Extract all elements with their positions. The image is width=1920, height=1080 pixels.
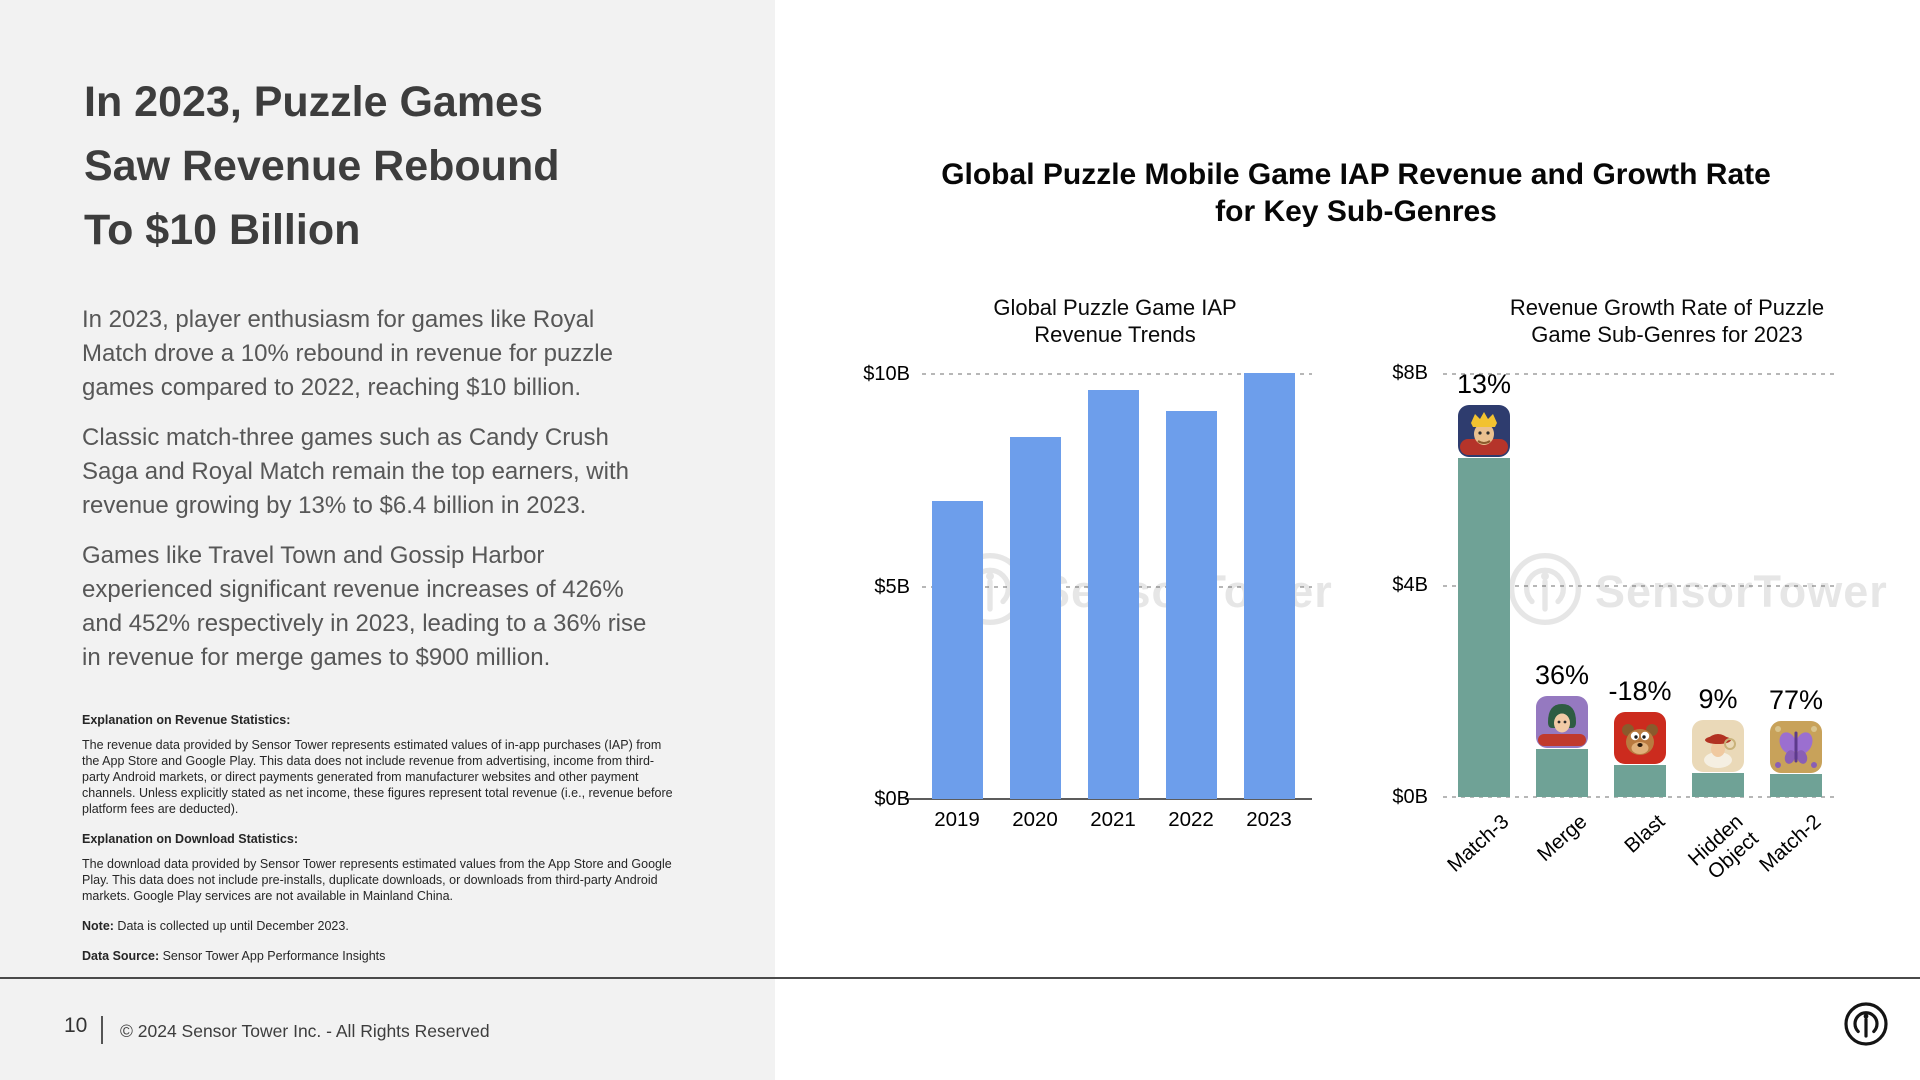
bar-2023 — [1244, 373, 1295, 799]
gridline-10b — [922, 373, 1312, 375]
page-number: 10 — [64, 1014, 88, 1037]
woman-red-hat-app-icon — [1692, 720, 1744, 772]
charts-main-title-line1: Global Puzzle Mobile Game IAP Revenue an… — [941, 158, 1771, 191]
note-label: Note: — [82, 919, 114, 933]
gridline-8b — [1443, 373, 1838, 375]
x-axis-label: 2020 — [1012, 808, 1058, 831]
page-title-line: To $10 Billion — [84, 206, 361, 254]
king-crown-app-icon — [1458, 405, 1510, 457]
revenue-trends-title-line2: Revenue Trends — [1034, 322, 1196, 347]
growth-rate-chart-title: Revenue Growth Rate of Puzzle Game Sub-G… — [1467, 294, 1867, 348]
x-axis-label: 2022 — [1168, 808, 1214, 831]
y-axis-tick: $0B — [874, 788, 910, 810]
bar-2020 — [1010, 437, 1061, 799]
revenue-trends-title-line1: Global Puzzle Game IAP — [993, 295, 1237, 320]
summary-paragraph: Classic match-three games such as Candy … — [82, 424, 629, 519]
sensor-tower-logo — [1842, 1000, 1890, 1048]
growth-rate-label: 9% — [1698, 684, 1738, 714]
revenue-statistics-heading: Explanation on Revenue Statistics: — [82, 713, 291, 727]
growth-rate-title-line2: Game Sub-Genres for 2023 — [1531, 322, 1803, 347]
data-source-text: Sensor Tower App Performance Insights — [159, 949, 386, 963]
woman-green-hair-app-icon — [1536, 696, 1588, 748]
summary-paragraphs: In 2023, player enthusiasm for games lik… — [82, 303, 658, 691]
bar-2019 — [932, 501, 983, 799]
bar-match-2 — [1770, 774, 1822, 797]
sensor-tower-watermark: SensorTower — [1505, 549, 1888, 634]
bar-match-3 — [1458, 458, 1510, 797]
charts-main-title-line2: for Key Sub-Genres — [1215, 195, 1497, 228]
bar-2021 — [1088, 390, 1139, 799]
growth-rate-label: 36% — [1534, 660, 1590, 690]
y-axis-tick: $5B — [874, 576, 910, 598]
growth-rate-label: -18% — [1608, 676, 1672, 706]
summary-paragraph: Games like Travel Town and Gossip Harbor… — [82, 542, 647, 671]
bar-merge — [1536, 749, 1588, 797]
data-source-line: Data Source: Sensor Tower App Performanc… — [82, 948, 674, 964]
page-title-line: Saw Revenue Rebound — [84, 142, 560, 190]
purple-butterfly-app-icon — [1770, 721, 1822, 773]
data-source-label: Data Source: — [82, 949, 160, 963]
revenue-trends-chart-title: Global Puzzle Game IAP Revenue Trends — [915, 294, 1315, 348]
x-axis-label: 2019 — [934, 808, 980, 831]
download-statistics-heading: Explanation on Download Statistics: — [82, 832, 298, 846]
sensor-tower-watermark-text: SensorTower — [1595, 565, 1888, 617]
y-axis-tick: $10B — [863, 363, 910, 385]
bar-blast — [1614, 765, 1666, 797]
page-title-line: In 2023, Puzzle Games — [84, 78, 543, 126]
y-axis-tick: $0B — [1392, 786, 1428, 808]
download-statistics-body: The download data provided by Sensor Tow… — [82, 857, 672, 903]
note-text: Data is collected up until December 2023… — [113, 919, 349, 933]
bear-red-app-icon — [1614, 712, 1666, 764]
growth-rate-label: 13% — [1456, 369, 1512, 399]
growth-rate-label: 77% — [1768, 685, 1824, 715]
x-axis-label: 2021 — [1090, 808, 1136, 831]
copyright-text: © 2024 Sensor Tower Inc. - All Rights Re… — [120, 1021, 490, 1041]
gridline-0b — [1443, 796, 1838, 798]
page-title: In 2023, Puzzle Games Saw Revenue Rebound… — [84, 70, 684, 262]
note-line: Note: Data is collected up until Decembe… — [82, 918, 674, 934]
y-axis-tick: $4B — [1392, 574, 1428, 596]
footnotes-section: Explanation on Revenue Statistics: The r… — [82, 712, 674, 964]
revenue-statistics-body: The revenue data provided by Sensor Towe… — [82, 738, 673, 816]
footer-divider-line — [0, 977, 1920, 979]
x-axis-label: 2023 — [1246, 808, 1292, 831]
charts-main-title: Global Puzzle Mobile Game IAP Revenue an… — [826, 156, 1886, 230]
sensor-tower-watermark-icon — [1505, 549, 1585, 634]
gridline-4b — [1443, 585, 1838, 587]
summary-paragraph: In 2023, player enthusiasm for games lik… — [82, 306, 613, 401]
growth-rate-title-line1: Revenue Growth Rate of Puzzle — [1509, 295, 1825, 320]
bar-hidden-object — [1692, 773, 1744, 797]
y-axis-tick: $8B — [1392, 362, 1428, 384]
footer-separator — [101, 1016, 103, 1044]
x-axis-line — [905, 798, 1312, 800]
left-panel-background — [0, 0, 775, 1080]
bar-2022 — [1166, 411, 1217, 799]
